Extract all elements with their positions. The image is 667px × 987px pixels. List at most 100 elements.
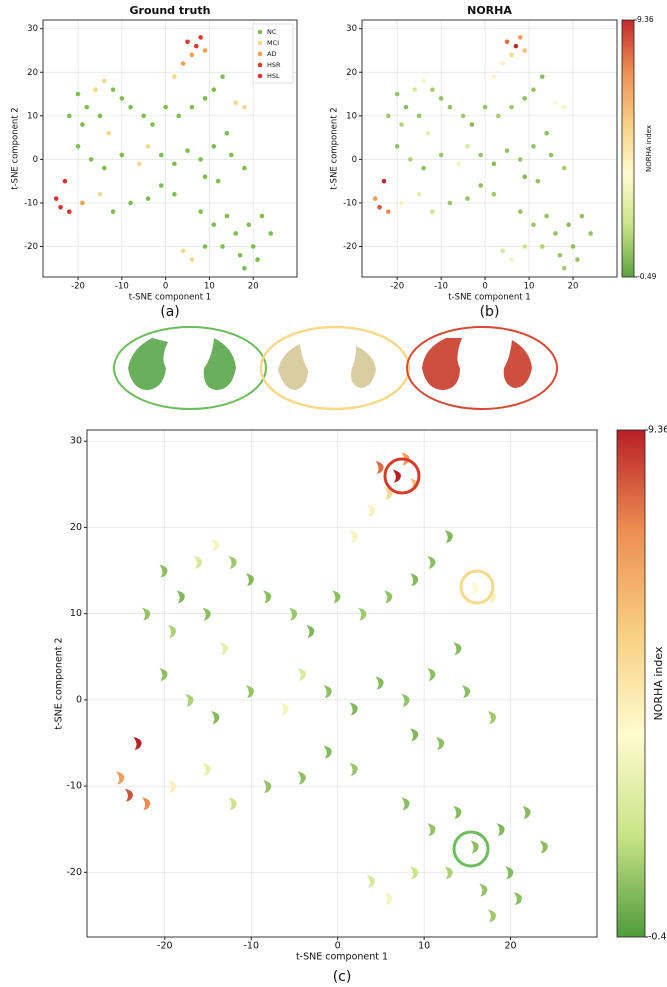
shape-glyph xyxy=(211,711,220,725)
data-point xyxy=(176,113,182,119)
y-tick-label: -10 xyxy=(24,198,38,208)
shape-glyph xyxy=(358,607,367,621)
legend-label: HSL xyxy=(267,72,280,80)
shape-glyph xyxy=(427,823,436,837)
data-point xyxy=(575,257,580,262)
data-point xyxy=(394,144,400,149)
data-point xyxy=(180,61,186,66)
data-point xyxy=(88,157,94,162)
shape-glyph xyxy=(263,780,272,794)
x-tick-label: -10 xyxy=(434,282,448,292)
data-point xyxy=(163,104,168,110)
y-tick-label: 30 xyxy=(70,436,82,447)
data-point xyxy=(229,152,234,158)
shape-glyph xyxy=(263,590,272,604)
data-point xyxy=(579,213,585,219)
chart-title: Ground truth xyxy=(130,4,211,17)
data-point xyxy=(53,196,59,201)
data-point xyxy=(220,74,225,79)
x-tick-label: 0 xyxy=(163,282,168,292)
shape-glyph xyxy=(202,762,211,776)
data-point xyxy=(97,191,103,197)
data-point xyxy=(193,43,199,49)
shape-glyph xyxy=(116,771,125,785)
y-tick-label: 10 xyxy=(70,608,82,619)
shape-glyph xyxy=(245,573,254,587)
legend-label: HSR xyxy=(267,61,281,69)
data-point xyxy=(561,165,567,171)
data-point xyxy=(377,205,382,210)
data-point xyxy=(425,130,431,136)
data-point xyxy=(408,157,413,162)
data-point xyxy=(372,196,378,201)
data-point xyxy=(416,113,422,119)
data-point xyxy=(80,122,85,127)
highlights xyxy=(383,457,495,868)
y-tick-label: 20 xyxy=(346,68,357,78)
legend-label: NC xyxy=(267,28,277,36)
x-tick-label: 20 xyxy=(248,282,259,292)
x-axis-label: t-SNE component 1 xyxy=(129,293,211,303)
data-point xyxy=(513,43,519,49)
shape-glyph xyxy=(228,797,237,811)
x-tick-label: 10 xyxy=(204,282,215,292)
x-tick-label: 20 xyxy=(505,941,517,952)
data-point xyxy=(211,222,217,228)
shape-glyph xyxy=(323,745,332,759)
example-frame xyxy=(259,325,411,411)
y-tick-label: 30 xyxy=(346,24,357,34)
data-point xyxy=(535,178,541,184)
data-point xyxy=(557,252,563,258)
data-point xyxy=(137,161,142,167)
y-tick-label: 20 xyxy=(27,68,38,78)
data-point xyxy=(198,209,203,214)
data-point xyxy=(456,161,462,167)
shape-glyph xyxy=(176,590,185,604)
data-point xyxy=(421,78,426,84)
data-point xyxy=(561,104,567,110)
data-point xyxy=(500,248,505,254)
data-point xyxy=(531,222,536,228)
shape-left xyxy=(128,338,168,390)
y-tick-label: 10 xyxy=(346,111,357,121)
data-point xyxy=(430,87,435,92)
shape-glyph xyxy=(496,823,505,837)
data-point xyxy=(233,231,238,236)
data-point xyxy=(145,196,151,201)
data-point xyxy=(58,205,63,210)
shape-glyph xyxy=(427,667,436,681)
shape-glyph xyxy=(159,564,168,578)
shape-glyph xyxy=(349,530,358,543)
shape-glyph xyxy=(211,538,220,552)
data-point xyxy=(97,113,103,119)
y-tick-label: 10 xyxy=(27,111,38,121)
data-point xyxy=(84,104,90,110)
data-point xyxy=(189,52,195,58)
data-point xyxy=(504,148,510,153)
shape-glyph xyxy=(453,642,462,656)
data-point xyxy=(491,74,497,79)
data-point xyxy=(224,213,230,219)
data-point xyxy=(522,48,527,53)
shape-examples xyxy=(113,325,558,411)
data-point xyxy=(180,248,186,254)
y-tick-label: -10 xyxy=(66,781,82,792)
shape-glyph xyxy=(487,711,496,725)
data-point xyxy=(504,39,510,45)
shape-glyph xyxy=(185,693,194,707)
shape-glyph xyxy=(410,573,419,587)
shape-glyph xyxy=(375,461,384,475)
data-point xyxy=(517,209,523,214)
colorbar-tick-label: -0.49 xyxy=(648,932,667,943)
data-point xyxy=(128,104,133,110)
y-tick-label: 30 xyxy=(27,24,38,34)
data-point xyxy=(202,48,208,53)
colorbar xyxy=(616,429,646,938)
data-point xyxy=(242,104,247,110)
shape-right xyxy=(503,340,532,388)
data-point xyxy=(539,74,545,79)
shape-glyph xyxy=(479,883,488,897)
data-point xyxy=(119,152,125,158)
shape-glyph xyxy=(410,866,419,880)
data-point xyxy=(75,91,81,97)
